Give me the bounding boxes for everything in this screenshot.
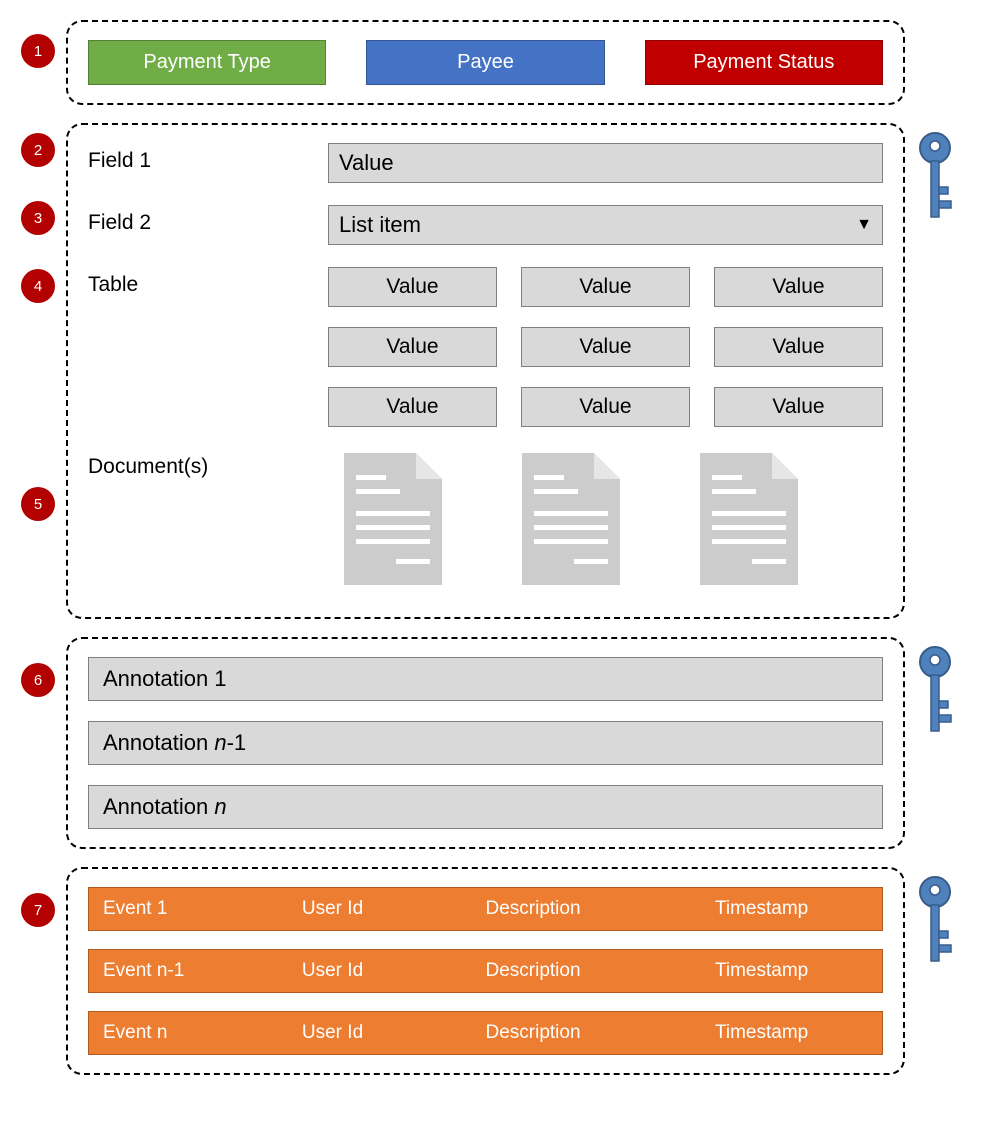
event-item[interactable]: Event n-1 User Id Description Timestamp	[88, 949, 883, 993]
key-icon	[914, 131, 956, 227]
document-icon[interactable]	[684, 449, 814, 599]
field1-row: Field 1 Value	[88, 143, 883, 183]
pill-payment-status: Payment Status	[645, 40, 883, 85]
event-timestamp: Timestamp	[715, 1022, 868, 1044]
header-pills: Payment Type Payee Payment Status	[88, 40, 883, 85]
table-cell[interactable]: Value	[328, 267, 497, 307]
annotation-item[interactable]: Annotation n	[88, 785, 883, 829]
event-timestamp: Timestamp	[715, 898, 868, 920]
pill-payee: Payee	[366, 40, 604, 85]
events-panel: Event 1 User Id Description Timestamp Ev…	[66, 867, 905, 1075]
events-row: 7 Event 1 User Id Description Timestamp …	[10, 867, 965, 1075]
table-cell[interactable]: Value	[521, 327, 690, 367]
header-panel: Payment Type Payee Payment Status	[66, 20, 905, 105]
annotation-item[interactable]: Annotation 1	[88, 657, 883, 701]
annotations-list: Annotation 1 Annotation n-1 Annotation n	[88, 657, 883, 829]
badge-4: 4	[21, 269, 55, 303]
badge-column-form: 2 3 4 5	[10, 123, 66, 521]
table-row: Table Value Value Value Value Value Valu…	[88, 267, 883, 427]
header-row: 1 Payment Type Payee Payment Status	[10, 20, 965, 105]
table-cell[interactable]: Value	[328, 327, 497, 367]
annotation-label: Annotation 1	[103, 666, 227, 691]
event-user: User Id	[302, 1022, 486, 1044]
annotations-panel: Annotation 1 Annotation n-1 Annotation n	[66, 637, 905, 849]
events-list: Event 1 User Id Description Timestamp Ev…	[88, 887, 883, 1055]
documents-list	[328, 449, 883, 599]
key-icon	[914, 645, 956, 741]
event-timestamp: Timestamp	[715, 960, 868, 982]
chevron-down-icon: ▼	[856, 216, 872, 234]
documents-label: Document(s)	[88, 449, 328, 479]
table-cell[interactable]: Value	[714, 327, 883, 367]
table-cell[interactable]: Value	[714, 267, 883, 307]
key-column	[905, 123, 965, 227]
table-cell[interactable]: Value	[714, 387, 883, 427]
field1-input[interactable]: Value	[328, 143, 883, 183]
badge-column: 6	[10, 637, 66, 697]
field2-label: Field 2	[88, 205, 328, 235]
event-id: Event n	[103, 1022, 302, 1044]
key-column	[905, 20, 965, 28]
form-panel: Field 1 Value Field 2 List item ▼ Table …	[66, 123, 905, 619]
event-description: Description	[485, 1022, 715, 1044]
event-user: User Id	[302, 898, 486, 920]
event-id: Event n-1	[103, 960, 302, 982]
document-icon[interactable]	[328, 449, 458, 599]
field2-selected-value: List item	[339, 212, 421, 238]
table-cell[interactable]: Value	[328, 387, 497, 427]
event-description: Description	[485, 898, 715, 920]
badge-3: 3	[21, 201, 55, 235]
field2-dropdown[interactable]: List item ▼	[328, 205, 883, 245]
key-column	[905, 637, 965, 741]
badge-6: 6	[21, 663, 55, 697]
badge-column: 1	[10, 20, 66, 68]
event-item[interactable]: Event 1 User Id Description Timestamp	[88, 887, 883, 931]
badge-2: 2	[21, 133, 55, 167]
field1-label: Field 1	[88, 143, 328, 173]
annotation-label-prefix: Annotation	[103, 794, 214, 819]
annotation-label-prefix: Annotation	[103, 730, 214, 755]
annotation-label-n: n	[214, 794, 226, 819]
table-label: Table	[88, 267, 328, 297]
document-icon[interactable]	[506, 449, 636, 599]
event-user: User Id	[302, 960, 486, 982]
annotations-row: 6 Annotation 1 Annotation n-1 Annotation…	[10, 637, 965, 849]
event-id: Event 1	[103, 898, 302, 920]
field2-row: Field 2 List item ▼	[88, 205, 883, 245]
badge-column: 7	[10, 867, 66, 927]
badge-1: 1	[21, 34, 55, 68]
annotation-item[interactable]: Annotation n-1	[88, 721, 883, 765]
annotation-label-suffix: -1	[227, 730, 247, 755]
annotation-label-n: n	[214, 730, 226, 755]
badge-7: 7	[21, 893, 55, 927]
event-item[interactable]: Event n User Id Description Timestamp	[88, 1011, 883, 1055]
table-cell[interactable]: Value	[521, 387, 690, 427]
form-row: 2 3 4 5 Field 1 Value Field 2 List item …	[10, 123, 965, 619]
key-icon	[914, 875, 956, 971]
badge-5: 5	[21, 487, 55, 521]
table-cell[interactable]: Value	[521, 267, 690, 307]
key-column	[905, 867, 965, 971]
pill-payment-type: Payment Type	[88, 40, 326, 85]
event-description: Description	[485, 960, 715, 982]
documents-row: Document(s)	[88, 449, 883, 599]
table-grid: Value Value Value Value Value Value Valu…	[328, 267, 883, 427]
